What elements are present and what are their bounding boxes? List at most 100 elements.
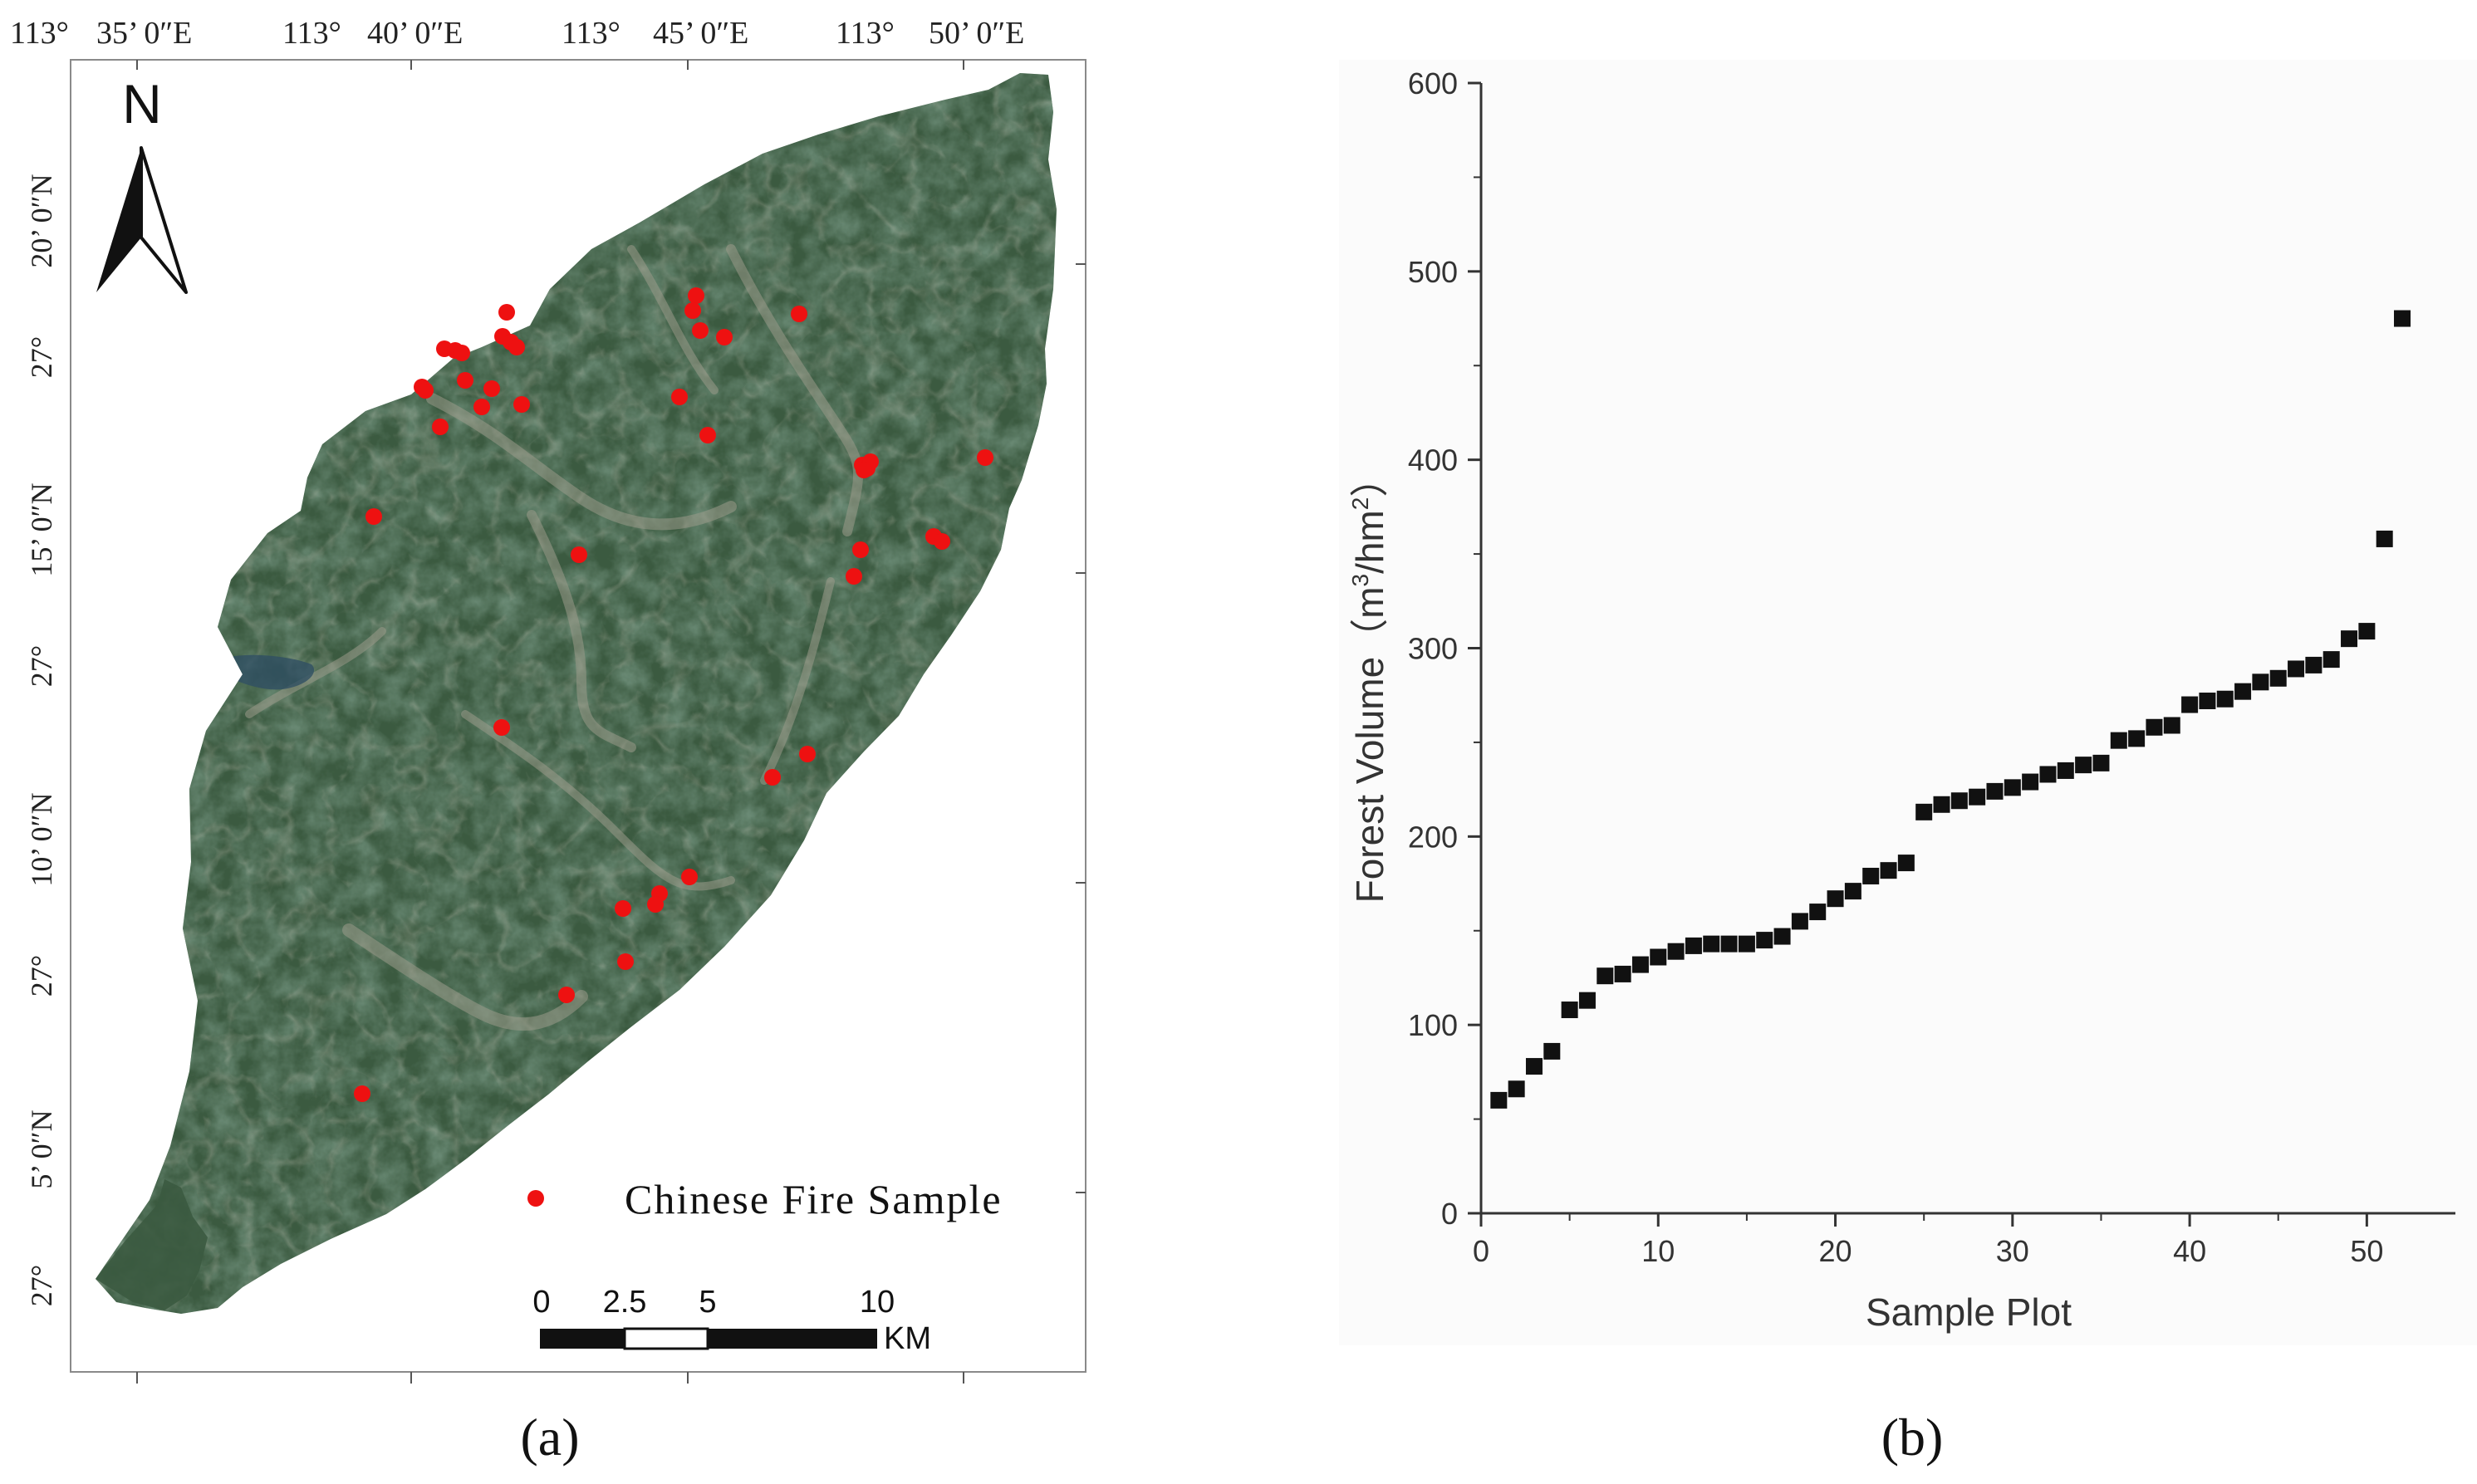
fire-sample-point xyxy=(681,869,698,885)
panel-label-b: (b) xyxy=(1881,1408,1944,1467)
legend-label: Chinese Fire Sample xyxy=(625,1176,1003,1222)
y-axis-label-suffix: ） xyxy=(1348,459,1391,497)
data-point xyxy=(2341,630,2358,648)
data-point xyxy=(1756,932,1773,949)
data-point xyxy=(1508,1080,1525,1098)
data-point xyxy=(1880,862,1897,879)
fire-sample-point xyxy=(934,533,950,550)
y-axis-label-sup-1: 3 xyxy=(1347,574,1373,587)
fire-sample-point xyxy=(688,287,704,304)
y-axis-label-mid: /hm xyxy=(1348,510,1391,574)
fire-sample-point xyxy=(508,339,525,355)
data-point xyxy=(1667,943,1685,960)
data-point xyxy=(2252,673,2269,691)
legend-marker xyxy=(527,1190,544,1207)
latitude-minutes: 20’ 0″N xyxy=(25,174,58,267)
x-axis-label: Sample Plot xyxy=(1866,1291,2072,1334)
longitude-label: 35’ 0″E xyxy=(96,16,192,51)
top-longitude-ticks xyxy=(136,60,964,70)
longitude-label: 113° xyxy=(282,16,341,51)
longitude-label: 45’ 0″E xyxy=(653,16,748,51)
fire-sample-point xyxy=(571,546,587,563)
fire-sample-point xyxy=(498,304,515,321)
y-tick-label: 600 xyxy=(1408,66,1458,100)
map-legend: Chinese Fire Sample xyxy=(527,1176,1003,1222)
fire-sample-point xyxy=(647,896,664,913)
data-point xyxy=(1720,935,1738,953)
fire-sample-point xyxy=(417,382,434,399)
fire-sample-point xyxy=(513,396,530,413)
scale-seg-1 xyxy=(540,1329,625,1349)
map-panel: 113° 35’ 0″E 113° 40’ 0″E 113° 45’ 0″E 113° 50’… xyxy=(10,16,1086,1467)
fire-sample-point xyxy=(791,306,807,322)
north-arrow-icon xyxy=(96,148,141,292)
data-point xyxy=(1685,937,1702,954)
latitude-minutes: 15’ 0″N xyxy=(25,482,58,576)
scale-bar: 0 2.5 5 10 KM xyxy=(532,1285,931,1356)
chart-background xyxy=(1339,60,2477,1345)
latitude-label: 27° 15’ 0″N xyxy=(25,482,58,687)
data-point xyxy=(1561,1002,1578,1019)
fire-sample-point xyxy=(671,389,688,405)
fire-sample-point xyxy=(716,329,733,345)
scale-label-5: 5 xyxy=(699,1285,716,1320)
reservoir xyxy=(226,654,315,690)
x-tick-label: 50 xyxy=(2350,1234,2383,1268)
bottom-longitude-ticks xyxy=(136,1372,964,1384)
data-point xyxy=(1969,788,1986,806)
scale-label-2.5: 2.5 xyxy=(603,1285,647,1320)
fire-sample-point xyxy=(354,1085,370,1102)
y-tick-label: 500 xyxy=(1408,255,1458,289)
data-point xyxy=(1915,803,1933,820)
latitude-labels: 27° 20’ 0″N 27° 15’ 0″N 27° 10’ 0″N 27° 5’ 0″N xyxy=(25,174,58,1306)
data-point xyxy=(2110,732,2127,749)
x-tick-label: 40 xyxy=(2173,1234,2206,1268)
data-point xyxy=(1897,855,1915,872)
fire-sample-point xyxy=(977,449,993,466)
latitude-degree: 27° xyxy=(25,1265,58,1306)
data-point xyxy=(2181,696,2199,713)
fire-sample-point xyxy=(846,568,862,585)
data-point xyxy=(1738,935,1755,953)
data-point xyxy=(2216,690,2234,708)
data-point xyxy=(1525,1058,1543,1075)
data-point xyxy=(2004,779,2021,796)
y-tick-label: 0 xyxy=(1441,1197,1458,1231)
data-point xyxy=(1578,992,1596,1009)
fire-sample-point xyxy=(483,380,500,397)
longitude-label: 113° xyxy=(836,16,895,51)
data-point xyxy=(1490,1091,1508,1109)
data-point xyxy=(2288,660,2305,678)
data-point xyxy=(1809,904,1827,921)
data-point xyxy=(2234,683,2252,700)
longitude-label: 113° xyxy=(10,16,69,51)
scale-unit: KM xyxy=(884,1321,931,1356)
fire-sample-point xyxy=(365,508,382,525)
data-point xyxy=(2057,762,2074,779)
y-tick-label: 100 xyxy=(1408,1008,1458,1042)
fire-sample-point xyxy=(558,987,575,1003)
x-tick-label: 0 xyxy=(1473,1234,1489,1268)
scale-seg-3 xyxy=(708,1329,877,1349)
fire-sample-point xyxy=(473,399,490,415)
data-point xyxy=(2358,623,2376,640)
data-point xyxy=(2394,310,2411,327)
longitude-label: 113° xyxy=(562,16,620,51)
fire-sample-point xyxy=(432,419,449,435)
fire-sample-point xyxy=(856,462,872,478)
data-point xyxy=(1933,796,1950,813)
data-point xyxy=(2146,718,2163,736)
fire-sample-point xyxy=(454,345,470,361)
fire-sample-point xyxy=(615,900,631,917)
data-point xyxy=(2305,656,2322,673)
southwest-peninsula xyxy=(96,1179,208,1310)
data-point xyxy=(1631,956,1649,973)
data-point xyxy=(1614,965,1631,982)
data-point xyxy=(2376,530,2393,547)
north-label: N xyxy=(122,73,162,135)
fire-sample-point xyxy=(699,427,716,443)
fire-sample-point xyxy=(764,769,781,786)
fire-sample-point xyxy=(852,541,869,558)
right-latitude-ticks xyxy=(1076,263,1086,1193)
data-point xyxy=(1543,1042,1561,1060)
